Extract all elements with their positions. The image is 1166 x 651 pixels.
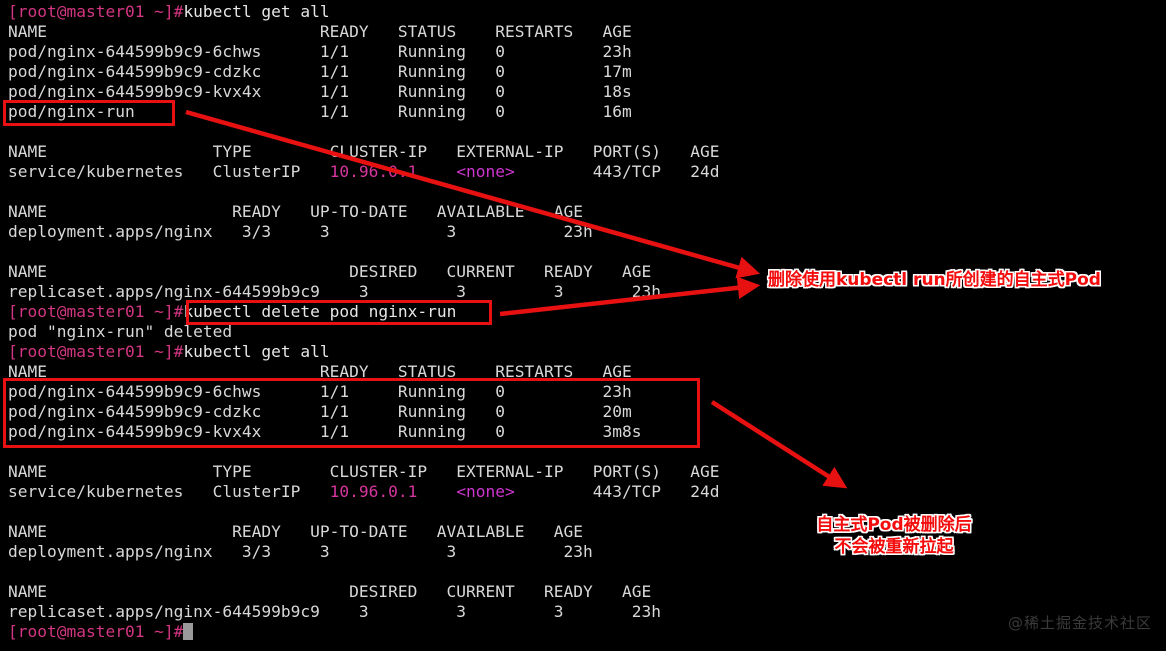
table-row: pod/nginx-644599b9c9-kvx4x 1/1 Running 0… bbox=[8, 82, 632, 101]
shell-prompt: [root@master01 ~]# bbox=[8, 342, 184, 361]
table-row: pod/nginx-644599b9c9-kvx4x 1/1 Running 0… bbox=[8, 422, 642, 441]
arrow-pods-to-note2 bbox=[710, 400, 848, 489]
cluster-ip-value: 10.96.0.1 bbox=[329, 162, 418, 181]
arrow-pod-to-note1 bbox=[185, 109, 761, 279]
service-row-suffix: 443/TCP 24d bbox=[514, 162, 720, 181]
replicasets-table-header: NAME DESIRED CURRENT READY AGE bbox=[8, 262, 652, 281]
annotation-delete-run-pod: 删除使用kubectl run所创建的自主式Pod bbox=[768, 270, 1101, 290]
table-row-replicaset: replicaset.apps/nginx-644599b9c9 3 3 3 2… bbox=[8, 602, 661, 621]
table-row-replicaset: replicaset.apps/nginx-644599b9c9 3 3 3 2… bbox=[8, 282, 661, 301]
terminal-line-command: [root@master01 ~]#kubectl delete pod ngi… bbox=[8, 302, 456, 322]
deployments-table-header: NAME READY UP-TO-DATE AVAILABLE AGE bbox=[8, 522, 583, 541]
table-row-nginx-run: pod/nginx-run 1/1 Running 0 16m bbox=[8, 102, 632, 121]
pods-table-header: NAME READY STATUS RESTARTS AGE bbox=[8, 362, 632, 381]
table-row-deployment: deployment.apps/nginx 3/3 3 3 23h bbox=[8, 222, 593, 241]
terminal-line-command: [root@master01 ~]#kubectl get all bbox=[8, 2, 330, 22]
typed-command: kubectl delete pod nginx-run bbox=[183, 302, 457, 321]
service-row-prefix: service/kubernetes ClusterIP bbox=[8, 162, 330, 181]
services-table-header: NAME TYPE CLUSTER-IP EXTERNAL-IP PORT(S)… bbox=[8, 462, 720, 481]
service-row-gap bbox=[417, 162, 456, 181]
external-ip-value: <none> bbox=[456, 162, 515, 181]
table-row: pod/nginx-644599b9c9-cdzkc 1/1 Running 0… bbox=[8, 402, 632, 421]
table-row: pod/nginx-644599b9c9-cdzkc 1/1 Running 0… bbox=[8, 62, 632, 81]
table-row-service: service/kubernetes ClusterIP 10.96.0.1 <… bbox=[8, 162, 719, 182]
cluster-ip-value: 10.96.0.1 bbox=[329, 482, 418, 501]
text-cursor bbox=[183, 623, 194, 640]
annotation-not-recreated-line1: 自主式Pod被删除后 bbox=[816, 515, 972, 535]
watermark-text: @稀土掘金技术社区 bbox=[1007, 614, 1152, 632]
shell-prompt: [root@master01 ~]# bbox=[8, 302, 184, 321]
service-row-gap bbox=[417, 482, 456, 501]
services-table-header: NAME TYPE CLUSTER-IP EXTERNAL-IP PORT(S)… bbox=[8, 142, 720, 161]
shell-prompt: [root@master01 ~]# bbox=[8, 622, 184, 641]
terminal-line-prompt-active[interactable]: [root@master01 ~]# bbox=[8, 622, 194, 642]
table-row: pod/nginx-644599b9c9-6chws 1/1 Running 0… bbox=[8, 382, 632, 401]
typed-command: kubectl get all bbox=[183, 2, 330, 21]
terminal-line-command: [root@master01 ~]#kubectl get all bbox=[8, 342, 330, 362]
shell-prompt: [root@master01 ~]# bbox=[8, 2, 184, 21]
service-row-prefix: service/kubernetes ClusterIP bbox=[8, 482, 330, 501]
table-row-deployment: deployment.apps/nginx 3/3 3 3 23h bbox=[8, 542, 593, 561]
deployments-table-header: NAME READY UP-TO-DATE AVAILABLE AGE bbox=[8, 202, 583, 221]
annotation-not-recreated-line2: 不会被重新拉起 bbox=[834, 537, 954, 557]
external-ip-value: <none> bbox=[456, 482, 515, 501]
service-row-suffix: 443/TCP 24d bbox=[514, 482, 720, 501]
replicasets-table-header: NAME DESIRED CURRENT READY AGE bbox=[8, 582, 652, 601]
typed-command: kubectl get all bbox=[183, 342, 330, 361]
table-row: pod/nginx-644599b9c9-6chws 1/1 Running 0… bbox=[8, 42, 632, 61]
table-row-service: service/kubernetes ClusterIP 10.96.0.1 <… bbox=[8, 482, 719, 502]
pods-table-header: NAME READY STATUS RESTARTS AGE bbox=[8, 22, 632, 41]
delete-output-text: pod "nginx-run" deleted bbox=[8, 322, 233, 341]
